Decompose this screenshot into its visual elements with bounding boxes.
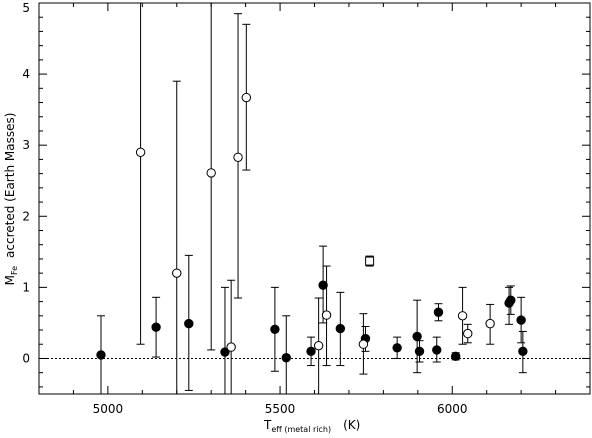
x-axis-label-main: T [263,418,272,432]
data-point-open [463,328,473,339]
data-point-filled [450,351,461,362]
data-point-filled [281,353,291,363]
x-tick-label: 5000 [93,402,124,416]
data-point-open [135,147,146,157]
data-point-filled [270,324,280,335]
y-tick-label: 1 [22,280,30,294]
data-point-filled [151,322,161,332]
data-point-filled [392,343,402,353]
data-point-open [206,168,216,178]
data-point-filled [506,295,516,305]
x-axis-label-units: (K) [343,418,360,432]
data-point-filled [96,350,106,360]
data-point-filled [432,345,442,355]
x-tick-label: 6000 [437,402,468,416]
data-point-filled [518,346,528,357]
data-point-filled [412,331,422,342]
data-point-open [485,318,495,329]
y-axis-label-main: M [3,275,17,285]
data-point-filled [184,318,194,329]
y-tick-label: 2 [22,209,30,223]
svg-text:Teff (metal rich)(K): Teff (metal rich) (K) [263,418,360,434]
plot-frame [38,2,591,395]
x-axis-label-sub: eff (metal rich) [271,425,331,434]
y-tick-label: 3 [22,138,30,152]
data-point-open [172,268,182,278]
y-axis-label-sub: Fe [10,266,19,275]
data-point-open [313,340,324,351]
data-point-filled [306,346,316,357]
y-tick-label: 4 [22,67,30,81]
data-point-open [358,339,369,349]
data-point-open [457,311,468,321]
y-tick-label: 0 [22,351,30,365]
data-point-open [233,152,243,162]
y-tick-label: 5 [22,1,30,15]
data-point-square [365,256,375,266]
data-point-filled [433,307,444,317]
data-point-filled [318,280,328,290]
data-point-filled [414,346,425,357]
y-axis-label: MFe accreted (Earth Masses) [3,113,19,286]
y-axis-label-rest: accreted (Earth Masses) [3,113,17,258]
data-point-open [241,92,252,103]
x-tick-label: 5500 [265,402,296,416]
svg-text:MFeaccreted (Earth Masses): MFe accreted (Earth Masses) [3,113,19,286]
data-point-open [321,310,332,320]
data-point-filled [220,347,230,357]
data-point-open [226,342,236,352]
x-axis-label: Teff (metal rich) (K) [263,418,360,434]
data-point-filled [516,315,526,325]
data-point-filled [335,323,346,334]
